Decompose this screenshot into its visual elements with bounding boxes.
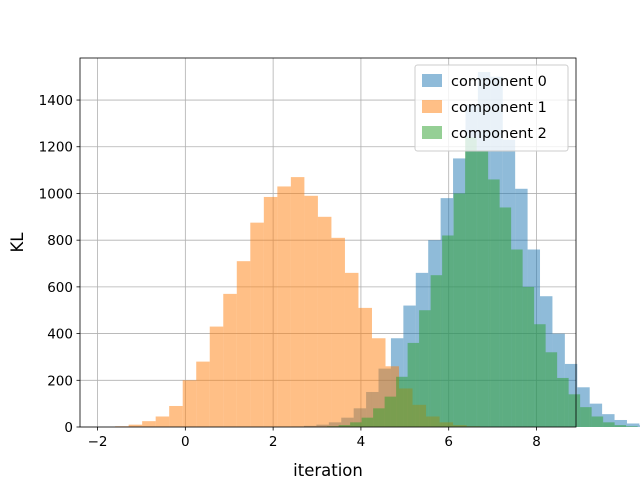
histogram-bar	[358, 307, 372, 427]
histogram-bar	[614, 419, 627, 427]
plot-frame	[79, 57, 577, 428]
histogram-bar	[350, 422, 362, 427]
histogram-bar	[626, 426, 638, 427]
histogram-bar	[361, 417, 374, 427]
histogram-bar	[603, 422, 615, 427]
histogram-bar	[304, 195, 318, 427]
legend-frame	[414, 64, 569, 152]
x-tick-label: 4	[357, 434, 366, 450]
histogram-bar	[545, 352, 558, 427]
histogram-bar	[182, 380, 197, 427]
series-2-bars	[327, 137, 638, 427]
histogram-bar	[614, 425, 627, 427]
y-tick-label: 800	[47, 233, 73, 249]
y-axis-title: KL	[8, 232, 27, 253]
histogram-bar	[453, 193, 466, 427]
histogram-bar	[407, 342, 420, 427]
x-axis-ticks: −2 0 2 4 6 8	[88, 427, 541, 450]
histogram-bar	[371, 338, 386, 427]
histogram-bar	[465, 137, 477, 427]
histogram-bar	[499, 207, 512, 427]
legend-swatch	[422, 126, 442, 139]
x-tick-label: −2	[88, 434, 108, 450]
histogram-bar	[476, 151, 489, 427]
legend-label: component 1	[451, 100, 547, 116]
histogram-bar	[223, 293, 237, 427]
histogram-bar	[277, 186, 291, 427]
histogram-bar	[522, 286, 535, 427]
histogram-bar	[263, 196, 278, 427]
histogram-bar	[568, 394, 581, 427]
histogram-bar	[209, 326, 224, 427]
y-tick-label: 0	[64, 420, 73, 436]
histogram-bar	[128, 424, 143, 427]
y-tick-label: 1400	[39, 93, 73, 109]
y-tick-label: 200	[47, 373, 73, 389]
y-tick-label: 400	[47, 327, 73, 343]
histogram-bar	[557, 377, 569, 427]
legend: component 0 component 1 component 2	[414, 64, 569, 152]
histogram-bars	[115, 72, 640, 428]
histogram-bar	[317, 216, 332, 427]
x-tick-label: 8	[532, 434, 541, 450]
histogram-bar	[396, 376, 408, 427]
histogram-bar	[534, 324, 546, 427]
histogram-bar	[155, 416, 170, 427]
legend-label: component 0	[451, 74, 547, 90]
x-tick-label: 6	[444, 434, 453, 450]
histogram-bar	[250, 222, 264, 427]
y-axis-ticks: 0 200 400 600 800 1000 1200 1400	[39, 93, 80, 436]
histogram-bar	[511, 249, 523, 427]
histogram-bar	[442, 235, 454, 427]
histogram-bar	[344, 272, 359, 427]
histogram-bar	[419, 310, 431, 427]
y-tick-label: 1200	[39, 140, 73, 156]
y-tick-label: 600	[47, 280, 73, 296]
x-tick-label: 2	[269, 434, 278, 450]
legend-swatch	[422, 100, 442, 113]
histogram-bar	[373, 408, 385, 427]
x-tick-label: 0	[181, 434, 190, 450]
histogram-bar	[290, 177, 305, 427]
legend-swatch	[422, 74, 442, 87]
histogram-bar	[236, 261, 251, 427]
histogram-bar	[169, 405, 183, 427]
histogram-bar	[430, 275, 443, 427]
x-axis-title: iteration	[293, 461, 363, 480]
histogram-bar	[331, 237, 345, 427]
histogram-bar	[142, 421, 156, 427]
histogram-bar	[196, 361, 210, 427]
histogram-bar	[338, 425, 351, 427]
legend-label: component 2	[451, 126, 547, 142]
histogram-bar	[488, 179, 500, 427]
histogram-bar	[580, 407, 592, 427]
histogram-bar	[626, 423, 640, 427]
y-tick-label: 1000	[39, 186, 73, 202]
histogram-bar	[591, 416, 604, 427]
histogram-bar	[384, 396, 397, 427]
